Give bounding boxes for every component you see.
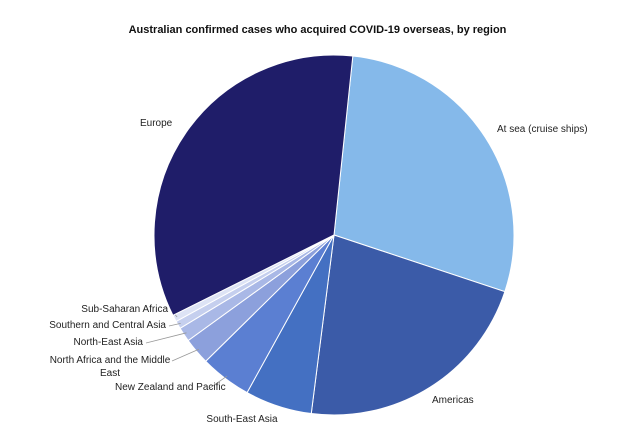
pie-slice (153, 54, 354, 317)
slice-label: Sub-Saharan Africa (81, 304, 168, 315)
chart-title: Australian confirmed cases who acquired … (128, 24, 507, 36)
leader-line (209, 375, 228, 389)
slice-label: North Africa and the Middle East (49, 355, 171, 379)
slice-label: Southern and Central Asia (49, 320, 166, 331)
slice-label: At sea (cruise ships) (497, 124, 588, 135)
slice-label: South-East Asia (206, 414, 278, 425)
leader-line (171, 348, 200, 362)
slice-label: North-East Asia (73, 337, 143, 348)
leader-line (145, 332, 187, 344)
slice-label: Americas (432, 395, 474, 406)
pie-slice (310, 234, 506, 416)
leader-line (168, 322, 181, 327)
slice-label: New Zealand and Pacific (115, 382, 226, 393)
slice-label: Europe (140, 118, 173, 129)
pie-slice (333, 55, 515, 293)
